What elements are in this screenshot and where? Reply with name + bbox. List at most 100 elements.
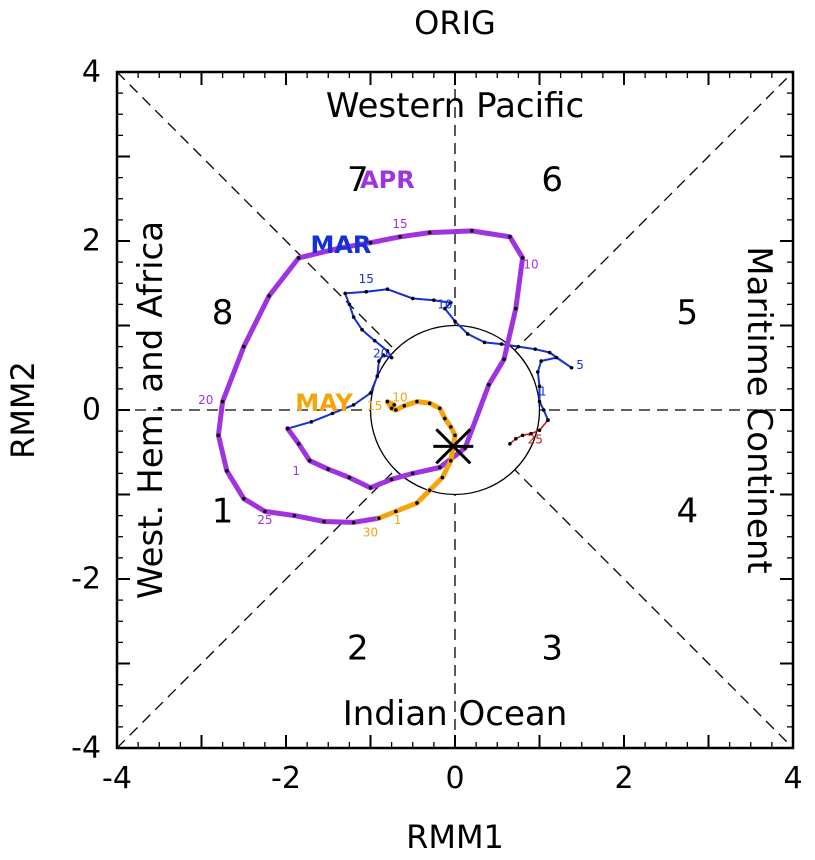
series-point: [448, 300, 453, 305]
series-point: [377, 359, 381, 363]
series-point: [402, 403, 407, 408]
series-point: [529, 431, 533, 436]
series-point: [437, 406, 442, 411]
series-point: [389, 355, 394, 360]
series-point: [326, 467, 331, 471]
series-point: [309, 420, 314, 424]
phase-label: 4: [677, 491, 699, 531]
series-point: [427, 488, 432, 493]
series-point: [360, 327, 364, 332]
series-point: [448, 425, 453, 429]
series-point: [307, 458, 312, 463]
axis-ticks: [116, 71, 794, 749]
series-point: [389, 406, 394, 411]
series-point: [330, 411, 335, 416]
day-label: 25: [257, 513, 272, 527]
series-point: [372, 338, 377, 343]
series-point: [216, 433, 221, 438]
series-point: [385, 287, 390, 291]
region-label: Maritime Continent: [739, 246, 779, 573]
day-labels: 25 5 1 10 15 20 1 10 15 20 25 30 1 10 15: [198, 217, 584, 539]
series-point: [443, 306, 447, 311]
series-point: [453, 319, 457, 324]
day-label: 15: [359, 272, 374, 286]
x-tick-label: -2: [271, 761, 301, 796]
series-point: [394, 509, 398, 514]
day-label: 20: [198, 393, 213, 407]
series-point: [410, 296, 415, 301]
series-line-mar: [286, 288, 573, 430]
day-label: 15: [367, 399, 382, 413]
series-point: [381, 353, 385, 357]
series-point: [537, 399, 542, 404]
y-tick-label: -4: [71, 731, 101, 766]
series-point: [427, 401, 432, 406]
day-label: 1: [539, 384, 547, 398]
series-point: [508, 442, 512, 446]
series-point: [443, 416, 447, 421]
series-point: [502, 357, 506, 362]
phase-label: 6: [541, 160, 563, 200]
phase-label: 3: [541, 628, 563, 668]
phase-label: 5: [677, 293, 699, 333]
series-point: [554, 355, 559, 360]
region-label: Indian Ocean: [343, 694, 568, 734]
phase-label: 1: [212, 491, 234, 531]
series-point: [427, 230, 432, 235]
series-point: [394, 408, 398, 412]
day-label: 25: [528, 433, 543, 447]
series-point: [465, 332, 470, 336]
series-point: [347, 475, 352, 480]
day-label: 10: [392, 390, 407, 404]
series-point: [533, 347, 538, 351]
series-point: [440, 475, 445, 480]
series-point: [322, 519, 326, 524]
series-point: [546, 418, 550, 422]
series-point: [351, 520, 356, 525]
series-point: [263, 509, 267, 514]
phase-label: 7: [347, 160, 369, 200]
series-point: [537, 384, 542, 389]
series-point: [499, 342, 504, 346]
x-tick-label: 4: [783, 761, 802, 796]
series-point: [351, 315, 356, 319]
month-label: MAY: [295, 389, 353, 417]
series-point: [415, 501, 419, 505]
series-point: [339, 245, 343, 250]
y-tick-label: 0: [82, 393, 101, 428]
series-point: [220, 399, 225, 404]
series-point: [292, 513, 297, 518]
series-point: [470, 229, 474, 233]
series-point: [415, 399, 419, 404]
series-point: [241, 344, 246, 349]
region-label: West. Hem. and Africa: [131, 221, 171, 599]
series-point: [453, 433, 457, 438]
x-axis-label: RMM1: [406, 818, 504, 856]
series-point: [225, 469, 229, 473]
series-point: [368, 240, 373, 245]
series-point: [448, 458, 453, 463]
series-point: [385, 349, 390, 353]
series-point: [377, 516, 381, 520]
series-point: [343, 291, 347, 296]
phase-label: 8: [212, 293, 234, 333]
day-label: 1: [292, 464, 300, 478]
series-point: [368, 485, 373, 490]
y-axis-label: RMM2: [4, 361, 42, 459]
end-marker: [433, 428, 474, 465]
series-point: [482, 340, 487, 345]
series-point: [432, 298, 436, 302]
phase-label: 2: [347, 628, 369, 668]
series-point: [520, 433, 525, 438]
tick-labels: -4 -2 0 2 4 -4 -2 0 2 4: [71, 55, 802, 797]
series-point: [536, 370, 540, 374]
series-point: [514, 306, 518, 311]
x-tick-label: 0: [445, 761, 464, 796]
day-label: 20: [373, 346, 388, 360]
series-point: [569, 365, 574, 370]
region-labels: Western Pacific Indian Ocean West. Hem. an…: [131, 86, 779, 734]
series-point: [375, 374, 380, 379]
y-tick-label: -2: [71, 562, 101, 597]
series-point: [520, 256, 525, 260]
